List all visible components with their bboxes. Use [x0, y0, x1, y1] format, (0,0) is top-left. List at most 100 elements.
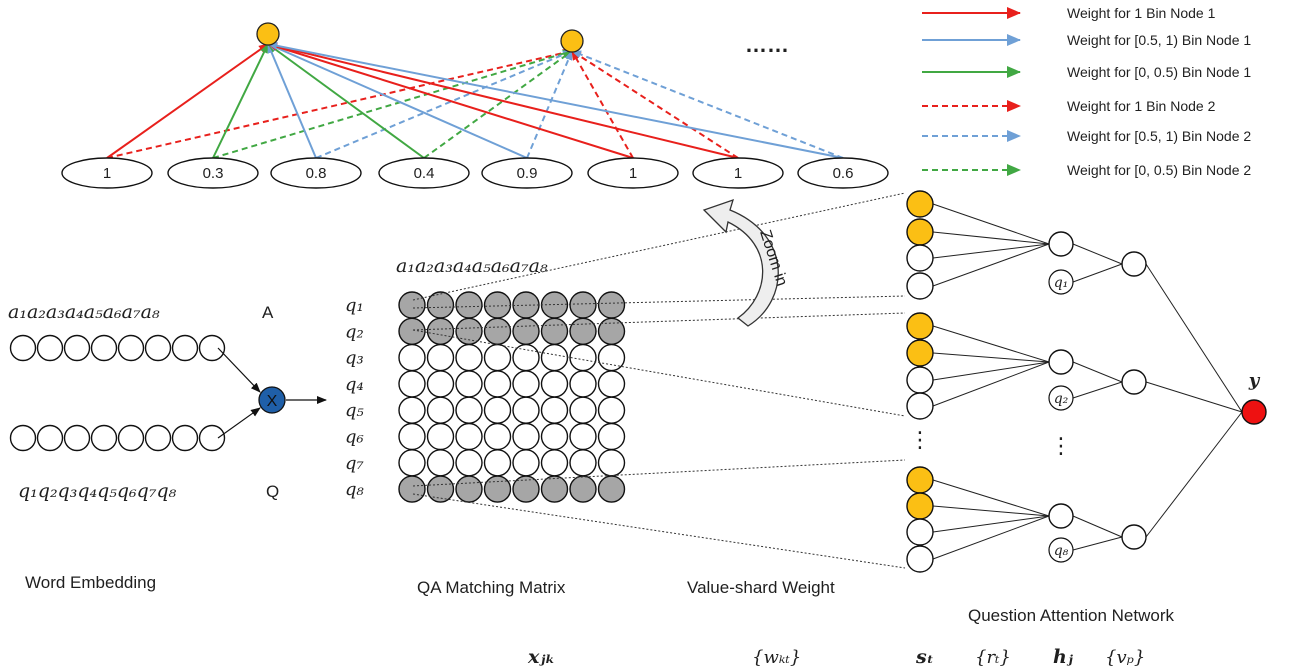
weight-edge-node2 — [315, 50, 573, 159]
matrix-cell — [512, 422, 540, 451]
question-embedding-row — [9, 424, 226, 452]
weight-edge-node2 — [571, 50, 844, 159]
vertical-ellipsis: ⋮ — [909, 427, 931, 452]
attention-edge — [1072, 515, 1123, 538]
matrix-cell — [455, 449, 483, 477]
caption-question-attention-network: Question Attention Network — [968, 606, 1175, 625]
matrix-cell — [540, 422, 569, 451]
matrix-cell — [512, 449, 540, 477]
weight-edge-node1 — [267, 43, 425, 159]
question-label-Q: Q — [266, 482, 279, 501]
matrix-row-label: q₅ — [345, 400, 364, 421]
product-node — [258, 386, 286, 414]
projection-line — [412, 329, 906, 417]
matrix-cell — [483, 396, 512, 424]
legend-label: Weight for [0.5, 1) Bin Node 2 — [1067, 128, 1251, 144]
bin-value: 0.9 — [517, 165, 538, 182]
matrix-cell — [426, 370, 455, 398]
attention-edge — [932, 352, 1050, 363]
symbol-w-kt: {wₖₜ} — [752, 647, 801, 668]
attention-edge — [1072, 263, 1123, 283]
value-bin-node — [906, 190, 934, 218]
embedding-node — [117, 424, 145, 452]
legend-label: Weight for 1 Bin Node 2 — [1067, 98, 1216, 114]
matrix-cell — [398, 475, 426, 503]
legend-label: Weight for [0, 0.5) Bin Node 1 — [1067, 64, 1251, 80]
value-bin-node — [906, 244, 934, 272]
matrix-cell — [597, 422, 626, 451]
hidden-node — [1048, 231, 1074, 257]
value-bin-node — [906, 312, 934, 340]
bin-ellipse — [692, 157, 784, 189]
matrix-cell — [483, 317, 512, 345]
weight-edge-node2 — [423, 50, 573, 159]
matrix-cell — [597, 396, 626, 424]
matrix-row-label: q₂ — [345, 321, 364, 342]
weight-edge-node1 — [267, 41, 844, 159]
attention-edge — [932, 479, 1050, 517]
attention-edge — [1072, 536, 1123, 551]
attention-edge — [1072, 361, 1123, 383]
bin-value: 1 — [629, 165, 637, 182]
weight-edge-node1 — [212, 43, 269, 159]
output-node — [1241, 399, 1267, 425]
matrix-cell — [426, 343, 455, 372]
embedding-node — [9, 424, 37, 452]
matrix-column-labels: a₁a₂a₃a₄a₅a₆a₇a₈ — [396, 255, 548, 277]
embedding-node — [36, 334, 64, 362]
matrix-cell — [540, 343, 569, 372]
caption-word-embedding: Word Embedding — [25, 573, 156, 592]
value-bin-node — [906, 466, 934, 494]
matrix-cell — [569, 343, 597, 372]
matrix-cell — [483, 422, 512, 451]
matrix-cell — [398, 370, 426, 398]
attention-edge — [932, 243, 1050, 287]
matrix-cell — [569, 396, 597, 424]
value-bin-node — [906, 366, 934, 394]
matrix-cell — [455, 422, 483, 451]
symbol-v-p: {vₚ} — [1105, 647, 1145, 668]
vertical-ellipsis: ⋮ — [1050, 433, 1072, 458]
bin-value: 1 — [734, 165, 742, 182]
caption-qa-matching-matrix: QA Matching Matrix — [417, 578, 566, 597]
value-bin-node — [906, 218, 934, 246]
symbol-x-jk: xⱼₖ — [527, 646, 555, 668]
symbol-s-t: sₜ — [915, 646, 934, 668]
attention-edge — [932, 515, 1050, 533]
bin-value: 1 — [103, 165, 111, 182]
matrix-cell — [455, 370, 483, 398]
projection-line — [412, 192, 906, 301]
bin-node-2 — [560, 29, 584, 53]
matrix-cell — [455, 396, 483, 424]
matrix-cell — [540, 370, 569, 398]
matrix-cell — [569, 370, 597, 398]
weight-edge-node2 — [571, 50, 634, 159]
bin-value: 0.8 — [306, 165, 327, 182]
matrix-cell — [597, 475, 626, 503]
attention-edge — [932, 325, 1050, 363]
bin-ellipse — [61, 157, 153, 189]
matrix-cell — [426, 396, 455, 424]
matrix-row-label: q₃ — [345, 348, 364, 369]
legend-label: Weight for 1 Bin Node 1 — [1067, 5, 1216, 21]
attention-edge — [1145, 263, 1243, 413]
question-attention-network: q₁ q₂ q₈ ⋮ ⋮ — [906, 190, 1267, 573]
embedding-node — [171, 424, 199, 452]
matrix-cell — [512, 370, 540, 398]
weight-edge-node1 — [267, 42, 739, 159]
legend-label: Weight for [0, 0.5) Bin Node 2 — [1067, 162, 1251, 178]
matrix-cell — [398, 291, 426, 319]
embedding-node — [198, 334, 226, 362]
attention-edge — [932, 361, 1050, 381]
symbol-r-t: {rₜ} — [975, 647, 1011, 668]
matrix-cell — [569, 449, 597, 477]
value-bin-node — [906, 545, 934, 573]
embedding-node — [90, 334, 118, 362]
more-bin-nodes-ellipsis: …… — [745, 32, 789, 57]
attention-edge — [932, 361, 1050, 407]
matrix-cell — [569, 291, 597, 319]
embedding-node — [198, 424, 226, 452]
bin-ellipse — [587, 157, 679, 189]
